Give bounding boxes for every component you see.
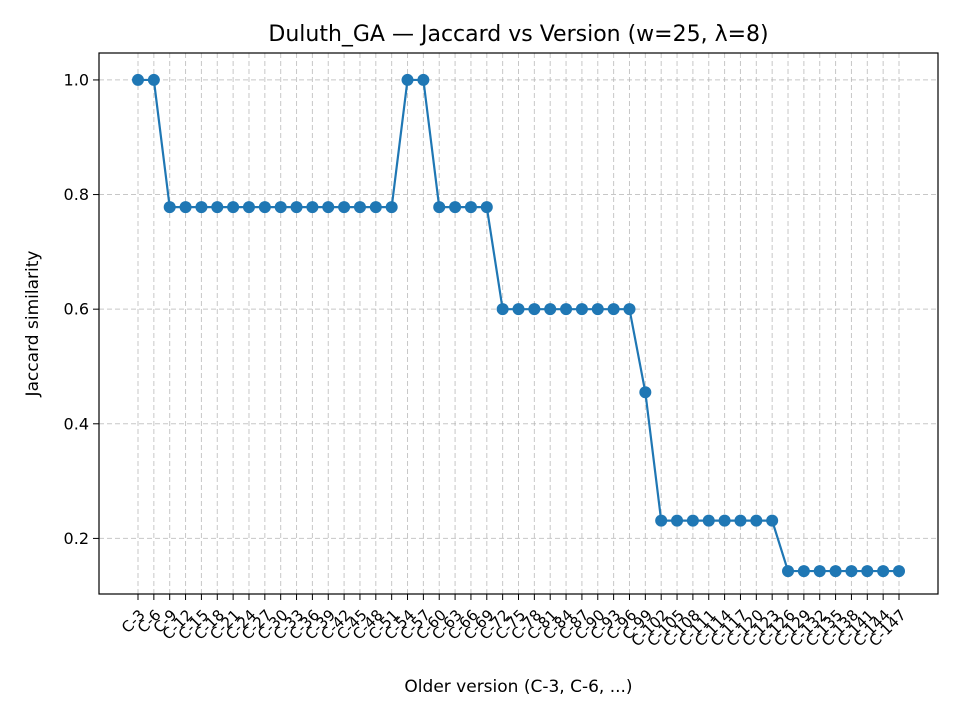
data-point xyxy=(623,303,636,316)
data-point xyxy=(417,73,430,86)
data-point xyxy=(290,201,303,214)
series-layer xyxy=(132,73,905,578)
data-point xyxy=(829,565,842,578)
data-point xyxy=(274,201,287,214)
data-point xyxy=(575,303,588,316)
data-point xyxy=(147,73,160,86)
data-point xyxy=(353,201,366,214)
data-point xyxy=(750,514,763,527)
data-point xyxy=(163,201,176,214)
data-point xyxy=(401,73,414,86)
data-point xyxy=(797,565,810,578)
data-point xyxy=(607,303,620,316)
data-point xyxy=(480,201,493,214)
data-point xyxy=(560,303,573,316)
plot-area-frame xyxy=(98,52,939,595)
data-point xyxy=(433,201,446,214)
data-point xyxy=(322,201,335,214)
data-point xyxy=(306,201,319,214)
data-point xyxy=(861,565,874,578)
data-point xyxy=(671,514,684,527)
y-axis-ticks: 0.2 0.4 0.6 0.8 1.0 xyxy=(64,70,99,548)
data-point xyxy=(734,514,747,527)
data-point xyxy=(686,514,699,527)
data-point xyxy=(195,201,208,214)
data-point xyxy=(338,201,351,214)
data-point xyxy=(464,201,477,214)
data-point xyxy=(258,201,271,214)
x-axis-label: Older version (C-3, C-6, ...) xyxy=(404,677,632,697)
data-point xyxy=(782,565,795,578)
data-point xyxy=(639,386,652,399)
data-point xyxy=(528,303,541,316)
y-tick-label: 0.2 xyxy=(64,529,89,548)
y-tick-label: 0.8 xyxy=(64,185,89,204)
data-point xyxy=(242,201,255,214)
data-point xyxy=(813,565,826,578)
data-point xyxy=(655,514,668,527)
data-point xyxy=(591,303,604,316)
data-point xyxy=(877,565,890,578)
y-tick-label: 0.4 xyxy=(64,414,89,433)
y-tick-label: 0.6 xyxy=(64,300,89,319)
data-point xyxy=(718,514,731,527)
data-point xyxy=(512,303,525,316)
data-point xyxy=(544,303,557,316)
grid xyxy=(99,53,938,594)
y-tick-label: 1.0 xyxy=(64,70,89,89)
data-point xyxy=(893,565,905,578)
data-point xyxy=(211,201,224,214)
data-point xyxy=(845,565,858,578)
data-point xyxy=(179,201,192,214)
data-point xyxy=(449,201,462,214)
data-point xyxy=(385,201,398,214)
data-point xyxy=(227,201,240,214)
y-axis-label: Jaccard similarity xyxy=(23,251,43,398)
data-point xyxy=(496,303,509,316)
chart-title: Duluth_GA — Jaccard vs Version (w=25, λ=… xyxy=(268,22,768,47)
data-point xyxy=(369,201,382,214)
data-point xyxy=(132,73,144,86)
data-point xyxy=(702,514,715,527)
data-point xyxy=(766,514,779,527)
